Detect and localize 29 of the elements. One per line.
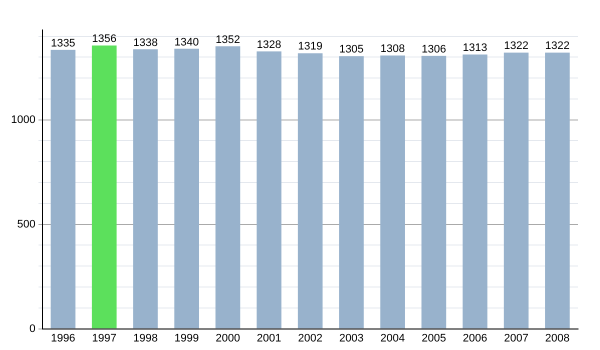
x-tick-label: 2000 — [216, 332, 240, 344]
data-label: 1322 — [545, 40, 570, 52]
y-tick-label: 500 — [17, 218, 36, 230]
y-tick-label: 0 — [29, 322, 36, 335]
data-label: 1352 — [216, 34, 240, 46]
x-tick-label: 2004 — [380, 332, 405, 344]
x-tick-label: 1999 — [174, 332, 199, 344]
data-label: 1308 — [380, 43, 405, 56]
data-label: 1338 — [133, 36, 158, 49]
data-label: 1328 — [256, 38, 282, 51]
x-tick-label: 1997 — [92, 332, 117, 344]
x-tick-label: 2001 — [256, 332, 282, 344]
x-tick-label: 2002 — [298, 332, 322, 344]
data-label: 1306 — [422, 43, 446, 56]
data-label: 1322 — [504, 40, 528, 52]
x-tick-label: 2008 — [545, 332, 570, 344]
y-tick-label: 1000 — [10, 114, 36, 126]
data-label: 1340 — [174, 36, 199, 48]
x-tick-label: 2006 — [462, 332, 488, 344]
x-tick-label: 1998 — [133, 332, 158, 344]
data-label: 1313 — [462, 42, 488, 54]
data-label: 1319 — [298, 40, 322, 53]
x-tick-label: 2003 — [339, 332, 364, 344]
x-tick-label: 2005 — [422, 332, 446, 344]
x-tick-label: 1996 — [50, 332, 76, 344]
x-tick-label: 2007 — [504, 332, 528, 344]
data-label: 1356 — [92, 32, 117, 45]
data-label: 1305 — [339, 44, 364, 56]
data-label: 1335 — [50, 37, 76, 50]
